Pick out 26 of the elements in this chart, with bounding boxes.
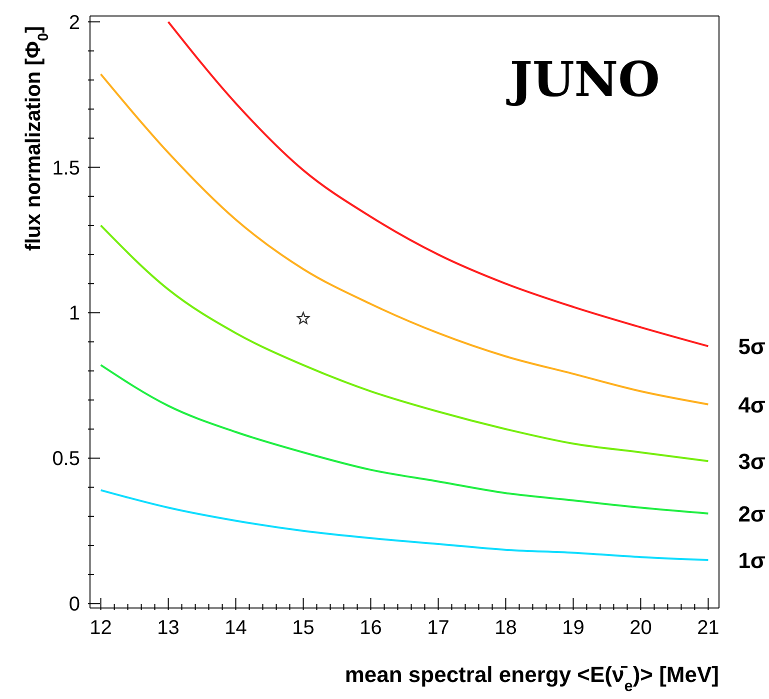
y-tick-label: 0	[68, 594, 80, 616]
line-series	[100, 364, 710, 514]
x-tick-label: 21	[697, 617, 720, 639]
y-tick-label: 2	[68, 12, 80, 34]
y-tick-label: 1	[68, 302, 80, 325]
x-tick-label: 13	[157, 617, 180, 639]
series-label: 5σ	[738, 334, 766, 360]
x-tick-label: 18	[494, 617, 517, 639]
y-tick-label: 1.5	[52, 157, 80, 180]
line-series	[100, 224, 710, 462]
y-tick-label: 0.5	[52, 448, 80, 470]
series-label: 1σ	[738, 548, 766, 573]
x-tick-label: 17	[427, 617, 450, 639]
line-series	[167, 20, 710, 348]
x-tick-label: 16	[360, 617, 382, 639]
series-label: 2σ	[738, 501, 766, 526]
x-axis-title: mean spectral energy <E(ν̄$_{e}$)> [MeV]	[344, 662, 719, 694]
x-tick-label: 20	[630, 617, 652, 639]
x-tick-label: 15	[292, 617, 314, 639]
x-tick-label: 12	[90, 617, 112, 639]
x-tick-label: 14	[224, 617, 247, 639]
series-label: 4σ	[738, 392, 766, 418]
line-series	[100, 489, 710, 561]
x-tick-label: 19	[562, 617, 584, 639]
series-label: 3σ	[738, 449, 766, 474]
annotation: JUNO	[506, 52, 660, 108]
